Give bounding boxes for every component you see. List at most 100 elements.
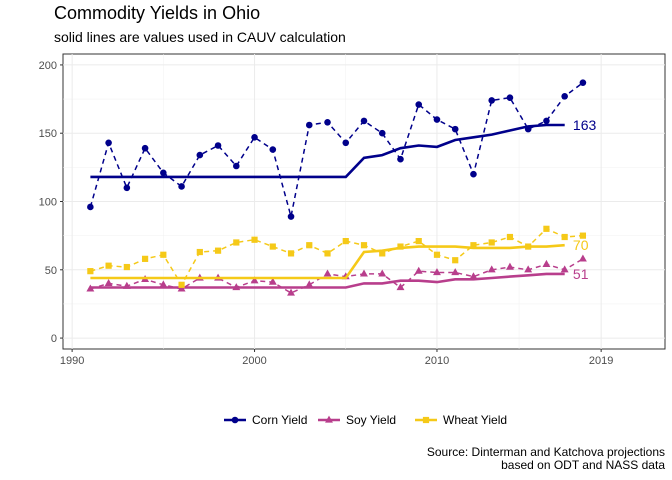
caption: Source: Dinterman and Katchova projectio… [427,445,665,472]
wheat-point [105,262,112,269]
axes: 0 50 100 150 200 1990 2000 2010 2019 [39,60,614,367]
corn-point [397,155,404,163]
x-tick-label: 1990 [60,355,84,367]
y-tick-label: 200 [39,60,57,72]
soy-point [232,283,241,291]
y-tick-label: 100 [39,197,57,209]
corn-end-label: 163 [573,117,597,133]
soy-point [560,265,569,273]
chart-title: Commodity Yields in Ohio [54,3,261,23]
soy-cauv-line [90,272,565,289]
legend: Corn Yield Soy Yield Wheat Yield [224,413,507,427]
legend-item-soy: Soy Yield [318,413,396,427]
wheat-point [506,233,514,241]
corn-point [561,93,568,100]
corn-point [233,162,240,170]
soy-point [451,268,460,276]
corn-point [342,139,350,147]
corn-point [415,101,423,108]
wheat-point [579,232,587,239]
soy-point [287,288,295,296]
wheat-point [324,250,331,257]
corn-point [543,117,550,125]
wheat-point [233,239,240,246]
wheat-annual-line [90,227,583,287]
wheat-point [160,251,167,258]
corn-point [251,134,258,141]
soy-point [542,259,551,267]
wheat-point [196,248,203,256]
corn-cauv-line [90,123,565,179]
corn-point [105,139,112,147]
corn-point [360,117,368,125]
end-labels: 163 51 70 [573,117,597,282]
corn-point [378,129,386,137]
caption-line-2: based on ODT and NASS data [501,458,665,472]
soy-point [323,269,332,277]
soy-point [268,277,277,285]
soy-point [86,284,95,292]
wheat-point [488,239,495,246]
corn-point [324,118,331,126]
corn-point [160,169,167,177]
legend-item-wheat: Wheat Yield [415,413,507,427]
wheat-end-label: 70 [573,237,589,253]
soy-point [524,265,533,273]
legend-label-soy: Soy Yield [346,413,396,427]
soy-point [177,284,186,292]
soy-point [378,269,387,277]
corn-point [196,151,204,159]
wheat-point [470,242,477,249]
soy-point [250,276,259,284]
soy-point [159,280,168,288]
corn-annual-line [89,82,584,217]
corn-point [287,213,295,220]
soy-point [433,268,441,276]
wheat-series [87,225,587,288]
corn-point [87,203,94,211]
soy-point [414,266,423,274]
wheat-point [287,250,295,257]
wheat-point [379,250,386,257]
series-layer [86,79,587,296]
soy-point [578,254,587,262]
soy-point [305,280,314,288]
caption-line-1: Source: Dinterman and Katchova projectio… [427,445,665,459]
legend-item-corn: Corn Yield [224,413,307,427]
wheat-point [561,233,568,241]
wheat-point [141,255,149,262]
soy-point [505,262,514,270]
legend-label-wheat: Wheat Yield [443,413,507,427]
chart-subtitle: solid lines are values used in CAUV calc… [54,29,346,45]
wheat-point [397,243,404,250]
soy-point [487,265,496,273]
corn-point [141,144,149,152]
wheat-point [452,257,459,264]
wheat-point [306,242,313,249]
legend-key-marker [422,416,430,424]
wheat-point [415,238,422,245]
wheat-point [269,243,276,250]
wheat-point [123,263,130,271]
soy-point [360,269,368,277]
wheat-cauv-line [90,243,565,280]
corn-series [87,79,587,220]
wheat-point [543,225,550,232]
wheat-point [214,247,222,254]
corn-point [579,79,587,86]
legend-key-marker [325,415,333,423]
corn-point [123,184,131,192]
corn-point [470,170,477,178]
corn-point [305,121,313,129]
soy-point [396,283,405,291]
corn-point [178,183,185,190]
y-tick-label: 0 [51,333,57,345]
wheat-point [87,268,94,275]
soy-point [122,281,131,289]
x-tick-label: 2000 [242,355,266,367]
corn-point [433,116,441,123]
wheat-point [433,251,441,258]
corn-point [524,125,532,133]
wheat-point [525,243,532,250]
